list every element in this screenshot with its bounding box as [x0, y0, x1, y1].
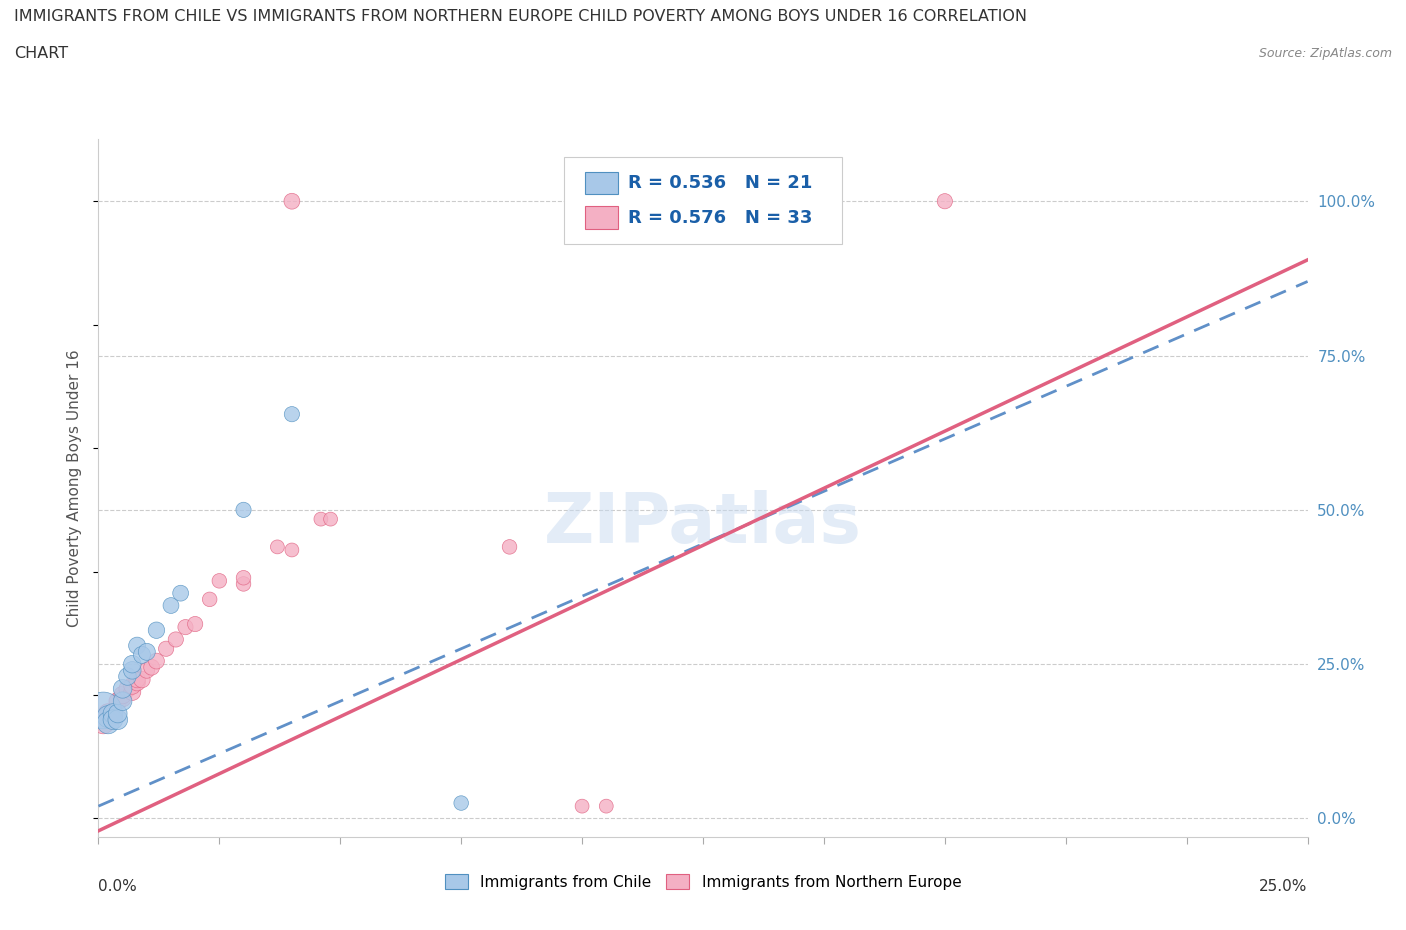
Text: R = 0.576   N = 33: R = 0.576 N = 33 — [628, 208, 813, 227]
Point — [131, 647, 153, 662]
Point — [121, 684, 143, 699]
Point — [101, 706, 124, 721]
Text: 0.0%: 0.0% — [98, 879, 138, 894]
Text: 25.0%: 25.0% — [1260, 879, 1308, 894]
Point — [165, 632, 187, 647]
Point — [91, 715, 114, 730]
Point — [117, 669, 139, 684]
Point — [127, 675, 149, 690]
Point — [141, 659, 163, 674]
Point — [232, 577, 254, 591]
Point — [121, 657, 143, 671]
Point — [169, 586, 191, 601]
Point — [111, 691, 134, 706]
Point — [121, 663, 143, 678]
Point — [91, 703, 114, 718]
Point — [97, 715, 120, 730]
Point — [319, 512, 342, 526]
Point — [101, 706, 124, 721]
Point — [145, 623, 167, 638]
FancyBboxPatch shape — [564, 157, 842, 245]
Point — [111, 687, 134, 702]
Point — [571, 799, 593, 814]
Point — [97, 710, 120, 724]
Point — [97, 706, 120, 721]
Point — [97, 710, 120, 724]
Point — [127, 638, 149, 653]
Point — [184, 617, 207, 631]
Text: ZIPatlas: ZIPatlas — [544, 489, 862, 557]
Point — [155, 642, 177, 657]
Point — [121, 678, 143, 693]
Point — [281, 542, 304, 557]
Point — [281, 406, 304, 421]
Point — [281, 193, 304, 208]
Point — [266, 539, 288, 554]
Point — [198, 591, 221, 606]
Text: CHART: CHART — [14, 46, 67, 61]
Point — [595, 799, 617, 814]
Point — [111, 682, 134, 697]
Point — [111, 694, 134, 709]
Point — [107, 694, 129, 709]
Point — [117, 682, 139, 697]
Point — [101, 712, 124, 727]
Text: IMMIGRANTS FROM CHILE VS IMMIGRANTS FROM NORTHERN EUROPE CHILD POVERTY AMONG BOY: IMMIGRANTS FROM CHILE VS IMMIGRANTS FROM… — [14, 9, 1026, 24]
Y-axis label: Child Poverty Among Boys Under 16: Child Poverty Among Boys Under 16 — [67, 350, 83, 627]
Text: R = 0.536   N = 21: R = 0.536 N = 21 — [628, 174, 813, 192]
Point — [107, 712, 129, 727]
Point — [160, 598, 183, 613]
Point — [450, 795, 472, 810]
Point — [101, 710, 124, 724]
Point — [135, 644, 157, 659]
Bar — [585, 206, 619, 229]
Text: Source: ZipAtlas.com: Source: ZipAtlas.com — [1258, 46, 1392, 60]
Point — [232, 570, 254, 585]
Point — [208, 574, 231, 589]
Legend: Immigrants from Chile, Immigrants from Northern Europe: Immigrants from Chile, Immigrants from N… — [439, 868, 967, 896]
Bar — [585, 172, 619, 194]
Point — [145, 654, 167, 669]
Point — [934, 193, 956, 208]
Point — [135, 663, 157, 678]
Point — [131, 672, 153, 687]
Point — [232, 502, 254, 517]
Point — [127, 672, 149, 687]
Point — [174, 619, 197, 634]
Point — [107, 706, 129, 721]
Point — [309, 512, 332, 526]
Point — [498, 539, 520, 554]
Point — [668, 193, 690, 208]
